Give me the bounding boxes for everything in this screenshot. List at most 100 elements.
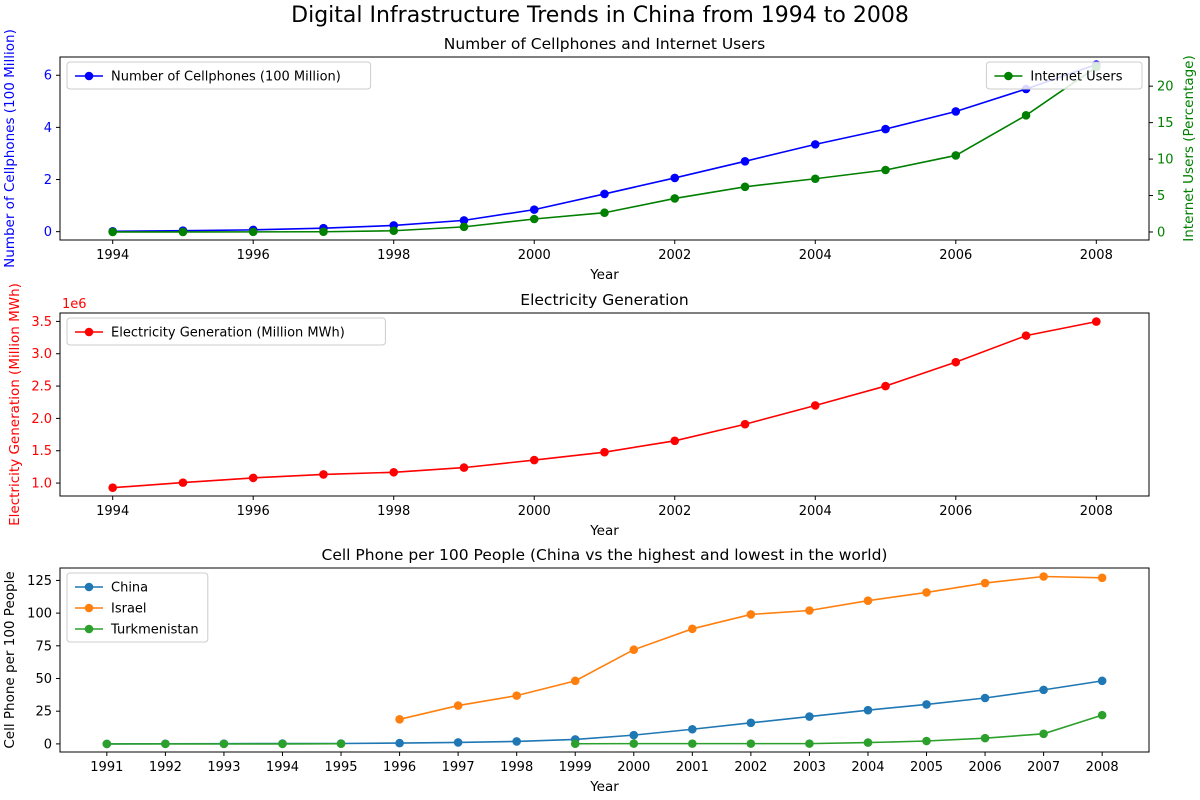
data-point [740,156,750,166]
y-tick-label: 3.5 [31,315,52,330]
series-electricity-generation-million-mwh- [108,317,1101,493]
data-point [746,739,756,748]
x-tick-label: 2006 [939,504,972,519]
data-point [108,227,117,237]
x-tick-label: 1994 [96,248,129,263]
data-point [863,738,873,747]
data-point [980,693,990,703]
data-point [600,189,609,199]
data-point [512,737,521,746]
x-tick-label: 2004 [799,504,832,519]
data-point [512,691,521,700]
data-point [1092,317,1101,326]
axes-frame [59,567,1150,753]
x-axis-label: Year [589,267,619,283]
data-point [805,606,814,615]
data-point [102,739,112,749]
y-tick-label: 2.0 [31,412,52,427]
data-point [336,739,346,749]
legend-entry: China [111,581,148,596]
data-point [881,165,890,175]
data-point [1021,111,1031,120]
data-point [389,226,399,236]
legend-frame [985,61,1143,90]
legend-marker [84,624,94,634]
x-tick-label: 1999 [559,760,592,775]
data-point [670,194,680,203]
data-point [670,173,680,183]
data-point [1039,729,1048,739]
data-point [629,739,639,748]
y-tick-label: 3.0 [31,347,52,362]
x-tick-label: 1994 [266,760,299,775]
x-tick-label: 2005 [910,760,943,775]
data-point [980,578,990,588]
data-point [1097,710,1107,720]
y2-tick-label: 5 [1157,189,1165,204]
y2-tick-label: 20 [1157,80,1174,95]
data-point [570,739,580,749]
legend-entry: Turkmenistan [110,623,199,638]
y-axis-label: Number of Cellphones (100 Million) [2,29,18,268]
figure-title: Digital Infrastructure Trends in China f… [291,3,909,28]
panel-2-title: Electricity Generation [520,291,688,309]
data-point [453,738,463,747]
data-point [863,596,873,605]
x-tick-label: 1996 [237,248,270,263]
legend-marker [1004,71,1013,81]
series-internet-users [108,62,1101,237]
y-tick-label: 100 [27,607,52,622]
y-tick-label: 2 [44,173,52,188]
data-point [395,738,404,748]
data-point [740,182,750,192]
y-tick-label: 6 [44,69,52,84]
x-tick-label: 1998 [377,248,410,263]
data-point [529,455,539,465]
y2-tick-label: 15 [1157,116,1174,131]
x-tick-label: 1997 [442,760,475,775]
x-tick-label: 2000 [617,760,650,775]
x-tick-label: 1998 [377,504,410,519]
y2-tick-label: 10 [1157,153,1174,168]
panel-1-title: Number of Cellphones and Internet Users [444,35,766,53]
data-point [1039,572,1048,581]
x-tick-label: 1992 [149,760,182,775]
data-point [459,216,469,225]
data-point [746,718,756,728]
legend-frame [66,572,209,643]
data-point [951,151,961,160]
y-tick-label: 1.0 [31,477,52,492]
data-point [922,736,931,746]
data-point [746,610,756,619]
legend-frame [66,61,372,90]
y-tick-label: 50 [35,672,52,687]
data-point [810,401,820,410]
data-point [951,357,961,367]
y2-axis-label: Internet Users (Percentage) [1181,55,1197,241]
legend-entry: Electricity Generation (Million MWh) [111,326,345,341]
y-tick-label: 75 [35,639,52,654]
x-tick-label: 2004 [851,760,884,775]
x-axis-label: Year [589,523,619,539]
series-turkmenistan [102,710,1107,749]
x-tick-label: 2000 [518,248,551,263]
data-point [629,730,639,740]
legend: China Israel Turkmenistan [66,572,209,643]
data-point [319,470,328,479]
legend-entry: Internet Users [1030,70,1122,85]
series-israel [395,572,1107,724]
panel-2: Electricity Generation 1994 1996 1998 2000 20… [7,283,1150,539]
data-point [629,645,639,655]
x-tick-label: 2002 [658,504,691,519]
y-tick-label: 2.5 [31,380,52,395]
data-point [922,588,931,597]
data-point [161,739,170,749]
legend: Internet Users [985,61,1143,90]
series-line [575,714,1103,745]
data-point [389,467,399,477]
legend-marker [84,327,94,337]
x-tick-label: 2008 [1086,760,1119,775]
x-tick-label: 2006 [939,248,972,263]
data-point [1097,573,1107,583]
